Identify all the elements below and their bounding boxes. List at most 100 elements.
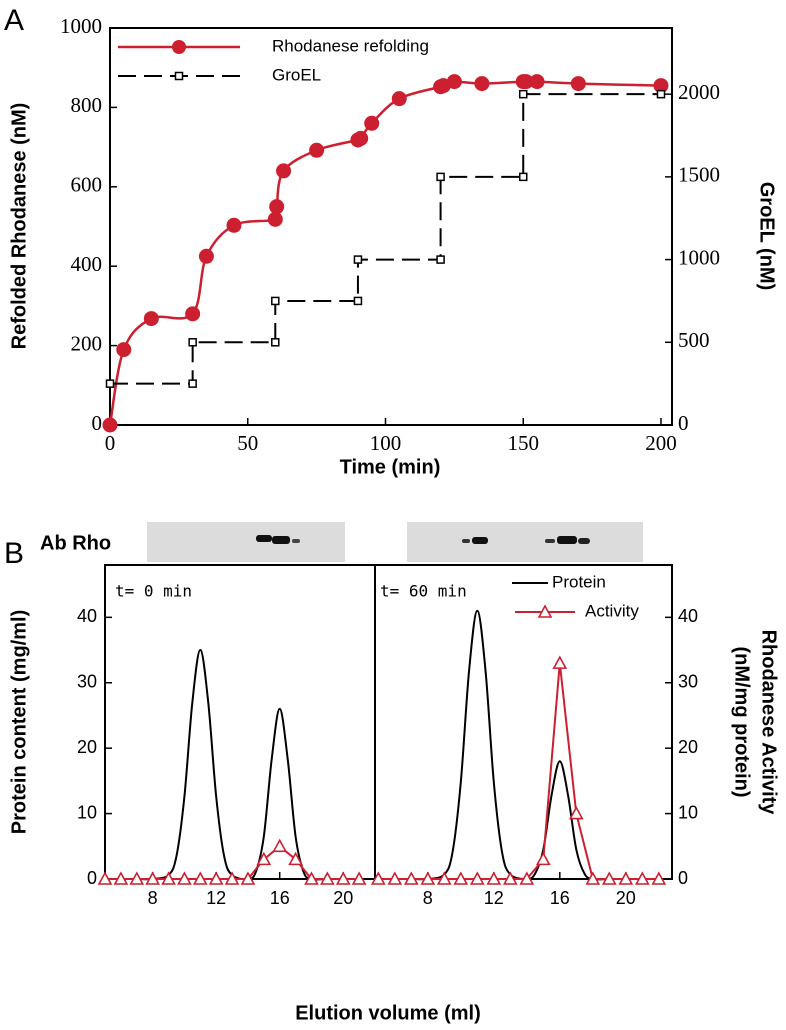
y2-tick-label: 0 xyxy=(678,411,689,435)
marker xyxy=(224,871,240,885)
marker xyxy=(351,871,367,885)
x-tick-label: 50 xyxy=(237,431,258,455)
marker xyxy=(353,296,363,306)
panel-label: A xyxy=(4,4,24,37)
y2-tick-label: 40 xyxy=(678,606,698,626)
x-tick-label: 8 xyxy=(148,888,158,908)
marker xyxy=(208,871,224,885)
x-tick-label: 8 xyxy=(423,888,433,908)
y2-tick-label: 1000 xyxy=(678,245,720,269)
western-blot xyxy=(147,522,643,562)
x-axis-label: Elution volume (ml) xyxy=(295,1002,481,1024)
marker xyxy=(420,871,436,885)
marker xyxy=(177,871,192,885)
x-tick-label: 0 xyxy=(105,431,116,455)
y-tick-label: 0 xyxy=(87,868,97,888)
marker xyxy=(486,871,502,885)
annotation: t= 60 min xyxy=(380,582,467,601)
marker xyxy=(353,130,369,146)
marker xyxy=(226,217,242,233)
marker xyxy=(288,851,303,866)
x-axis-label: Time (min) xyxy=(340,456,441,478)
y2-tick-label: 10 xyxy=(678,802,698,822)
marker xyxy=(145,871,160,885)
marker xyxy=(272,838,288,853)
marker xyxy=(519,871,535,885)
marker xyxy=(269,199,285,215)
marker xyxy=(185,306,201,322)
y-tick-label: 20 xyxy=(77,737,97,757)
marker xyxy=(188,379,197,388)
x-tick-label: 20 xyxy=(333,888,353,908)
marker xyxy=(320,871,335,885)
marker xyxy=(364,115,380,131)
marker xyxy=(276,163,292,179)
y-tick-label: 200 xyxy=(71,331,103,355)
legend-label: Rhodanese refolding xyxy=(272,36,429,55)
x-tick-label: 20 xyxy=(616,888,636,908)
y-tick-label: 10 xyxy=(77,802,97,822)
x-tick-label: 16 xyxy=(550,888,570,908)
marker xyxy=(256,851,272,866)
marker xyxy=(97,871,113,885)
marker xyxy=(453,871,469,885)
legend-label: GroEL xyxy=(272,65,321,84)
marker xyxy=(129,871,145,885)
y2-tick-label: 2000 xyxy=(678,80,720,104)
marker xyxy=(436,255,445,264)
marker xyxy=(391,91,407,107)
x-tick-label: 200 xyxy=(645,431,677,455)
marker xyxy=(552,655,568,669)
y2-tick-label: 0 xyxy=(678,868,688,888)
x-tick-label: 100 xyxy=(370,431,402,455)
marker xyxy=(535,851,551,866)
marker xyxy=(518,89,528,99)
marker xyxy=(387,871,403,885)
y-tick-label: 800 xyxy=(71,93,103,117)
x-tick-label: 12 xyxy=(206,888,226,908)
series-line xyxy=(378,609,659,881)
marker xyxy=(192,871,208,885)
plot-frame xyxy=(109,27,673,426)
y-tick-label: 400 xyxy=(71,252,103,276)
marker xyxy=(240,871,256,885)
x-tick-label: 12 xyxy=(484,888,504,908)
y-tick-label: 30 xyxy=(77,672,97,692)
y-axis-label: Refolded Rhodanese (nM) xyxy=(8,103,30,350)
annotation: t= 0 min xyxy=(115,582,192,601)
plot-frame xyxy=(104,564,376,880)
marker xyxy=(502,871,518,885)
y-axis-label: Protein content (mg/ml) xyxy=(8,610,30,834)
marker xyxy=(651,871,667,885)
legend-label: Protein xyxy=(552,572,606,591)
marker xyxy=(568,805,584,820)
y2-tick-label: 1500 xyxy=(678,163,720,187)
marker xyxy=(585,871,601,885)
marker xyxy=(304,871,319,885)
y-tick-label: 0 xyxy=(92,411,103,435)
marker xyxy=(143,311,159,327)
y-tick-label: 40 xyxy=(77,606,97,626)
marker xyxy=(335,871,351,885)
panel-label: B xyxy=(4,537,24,570)
marker xyxy=(271,338,280,347)
marker xyxy=(113,871,129,885)
y2-tick-label: 500 xyxy=(678,328,710,352)
marker xyxy=(634,871,650,885)
marker xyxy=(271,296,280,306)
marker xyxy=(469,871,485,885)
marker xyxy=(436,871,452,885)
series-line xyxy=(105,649,375,881)
legend-marker xyxy=(172,40,186,54)
marker xyxy=(403,871,419,885)
marker xyxy=(161,871,176,885)
marker xyxy=(474,76,490,92)
y-tick-label: 1000 xyxy=(60,14,102,38)
marker xyxy=(353,255,363,264)
legend-marker xyxy=(174,71,184,81)
marker xyxy=(267,211,283,227)
series-line xyxy=(378,663,659,880)
y2-axis-label: Rhodanese Activity xyxy=(758,630,780,816)
marker xyxy=(656,89,666,99)
